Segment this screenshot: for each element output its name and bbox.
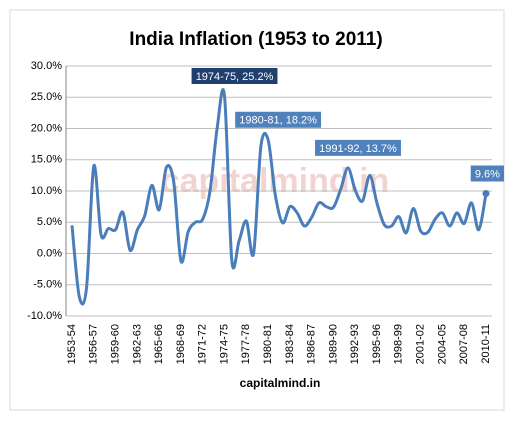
data-label-text: 1974-75, 25.2%: [196, 71, 274, 83]
data-label: 1980-81, 18.2%: [235, 111, 322, 128]
x-tick-label: 2007-08: [458, 324, 470, 364]
chart-title: India Inflation (1953 to 2011): [129, 29, 382, 50]
y-tick-label: 15.0%: [31, 154, 62, 166]
y-tick-label: 10.0%: [31, 185, 62, 197]
x-tick-label: 1998-99: [393, 324, 405, 364]
x-tick-label: 1959-60: [109, 324, 121, 364]
y-tick-label: 30.0%: [31, 60, 62, 72]
data-label-text: 1980-81, 18.2%: [239, 115, 317, 127]
data-label-box: [470, 165, 504, 182]
data-label: 1974-75, 25.2%: [191, 68, 278, 84]
y-tick-label: -5.0%: [33, 279, 62, 291]
x-tick-label: 1965-66: [153, 324, 165, 364]
x-tick-label: 2004-05: [436, 324, 448, 364]
data-label-box: [315, 139, 401, 156]
x-axis-caption: capitalmind.in: [240, 376, 321, 390]
x-tick-label: 1992-93: [349, 324, 361, 364]
data-label-text: 9.6%: [475, 168, 500, 180]
x-tick-label: 1995-96: [371, 324, 383, 364]
data-label-box: [235, 111, 322, 128]
y-tick-label: 20.0%: [31, 122, 62, 134]
x-tick-label: 1962-63: [131, 324, 143, 364]
data-label-box: [191, 68, 278, 84]
y-tick-label: 25.0%: [31, 91, 62, 103]
point-marker: [482, 190, 490, 197]
x-tick-label: 1953-54: [66, 324, 78, 364]
x-tick-label: 2010-11: [480, 324, 492, 364]
x-tick-label: 1974-75: [218, 324, 230, 364]
data-label-text: 1991-92, 13.7%: [319, 143, 397, 155]
line-series: [70, 88, 488, 306]
data-label: 9.6%: [470, 165, 504, 182]
x-tick-label: 1980-81: [262, 324, 274, 364]
y-tick-label: 5.0%: [37, 216, 62, 228]
x-tick-label: 2001-02: [415, 324, 427, 364]
data-label: 1991-92, 13.7%: [315, 139, 401, 156]
x-tick-label: 1977-78: [240, 324, 252, 364]
x-tick-label: 1986-87: [306, 324, 318, 364]
x-tick-label: 1956-57: [88, 324, 100, 364]
x-tick-label: 1983-84: [284, 324, 296, 364]
x-tick-label: 1968-69: [175, 324, 187, 364]
x-tick-label: 1989-90: [327, 324, 339, 364]
y-tick-label: 0.0%: [37, 247, 62, 259]
y-tick-label: -10.0%: [27, 310, 62, 322]
x-tick-label: 1971-72: [197, 324, 209, 364]
